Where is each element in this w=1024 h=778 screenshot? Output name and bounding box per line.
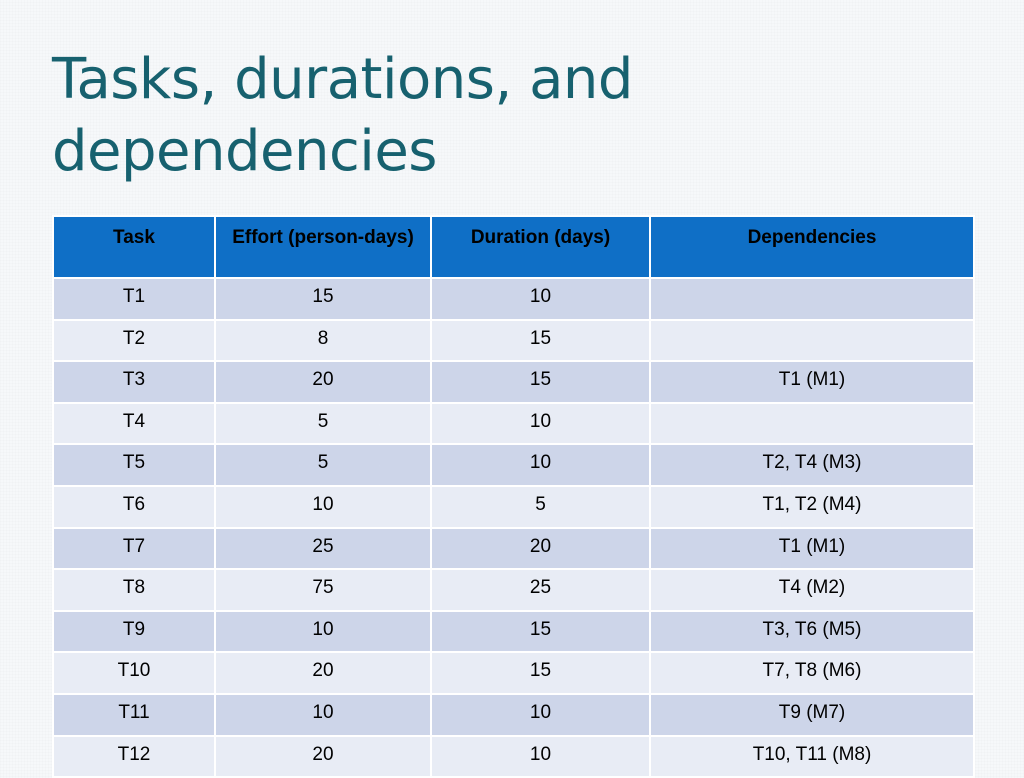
- dependencies-cell: T1 (M1): [649, 360, 975, 404]
- effort-cell: 20: [214, 651, 432, 695]
- header-dependencies: Dependencies: [649, 215, 975, 279]
- task-cell: T6: [52, 484, 216, 529]
- effort-cell: 5: [214, 443, 432, 487]
- dependencies-cell: T7, T8 (M6): [649, 651, 975, 695]
- duration-cell: 5: [430, 484, 651, 529]
- duration-cell: 15: [430, 318, 651, 363]
- task-cell: T12: [52, 734, 216, 778]
- duration-cell: 20: [430, 526, 651, 571]
- task-table: Task Effort (person-days) Duration (days…: [52, 215, 975, 778]
- duration-cell: 25: [430, 568, 651, 612]
- task-cell: T8: [52, 568, 216, 612]
- task-cell: T10: [52, 651, 216, 695]
- dependencies-cell: T3, T6 (M5): [649, 609, 975, 654]
- table-row: T3 20 15 T1 (M1): [52, 360, 975, 404]
- effort-cell: 20: [214, 734, 432, 778]
- duration-cell: 10: [430, 401, 651, 446]
- effort-cell: 25: [214, 526, 432, 571]
- task-cell: T3: [52, 360, 216, 404]
- dependencies-cell: T4 (M2): [649, 568, 975, 612]
- table-row: T6 10 5 T1, T2 (M4): [52, 484, 975, 529]
- dependencies-cell: T2, T4 (M3): [649, 443, 975, 487]
- duration-cell: 15: [430, 609, 651, 654]
- header-task: Task: [52, 215, 216, 279]
- header-duration: Duration (days): [430, 215, 651, 279]
- task-cell: T1: [52, 277, 216, 321]
- task-cell: T7: [52, 526, 216, 571]
- effort-cell: 75: [214, 568, 432, 612]
- duration-cell: 10: [430, 443, 651, 487]
- table-row: T5 5 10 T2, T4 (M3): [52, 443, 975, 487]
- table-row: T7 25 20 T1 (M1): [52, 526, 975, 571]
- table-row: T1 15 10: [52, 277, 975, 321]
- duration-cell: 10: [430, 734, 651, 778]
- duration-cell: 10: [430, 277, 651, 321]
- duration-cell: 15: [430, 651, 651, 695]
- effort-cell: 15: [214, 277, 432, 321]
- table-row: T11 10 10 T9 (M7): [52, 692, 975, 737]
- table-row: T2 8 15: [52, 318, 975, 363]
- dependencies-cell: T10, T11 (M8): [649, 734, 975, 778]
- dependencies-cell: T9 (M7): [649, 692, 975, 737]
- task-cell: T5: [52, 443, 216, 487]
- slide-title: Tasks, durations, and dependencies: [52, 47, 633, 184]
- effort-cell: 8: [214, 318, 432, 363]
- effort-cell: 10: [214, 692, 432, 737]
- duration-cell: 15: [430, 360, 651, 404]
- table-row: T8 75 25 T4 (M2): [52, 568, 975, 612]
- header-effort: Effort (person-days): [214, 215, 432, 279]
- effort-cell: 10: [214, 609, 432, 654]
- task-cell: T11: [52, 692, 216, 737]
- table-header-row: Task Effort (person-days) Duration (days…: [52, 215, 975, 279]
- task-cell: T2: [52, 318, 216, 363]
- effort-cell: 5: [214, 401, 432, 446]
- table-row: T4 5 10: [52, 401, 975, 446]
- table-row: T12 20 10 T10, T11 (M8): [52, 734, 975, 778]
- dependencies-cell: [649, 277, 975, 321]
- dependencies-cell: [649, 318, 975, 363]
- effort-cell: 20: [214, 360, 432, 404]
- dependencies-cell: T1, T2 (M4): [649, 484, 975, 529]
- task-cell: T4: [52, 401, 216, 446]
- table-row: T9 10 15 T3, T6 (M5): [52, 609, 975, 654]
- duration-cell: 10: [430, 692, 651, 737]
- table-row: T10 20 15 T7, T8 (M6): [52, 651, 975, 695]
- task-cell: T9: [52, 609, 216, 654]
- effort-cell: 10: [214, 484, 432, 529]
- dependencies-cell: T1 (M1): [649, 526, 975, 571]
- dependencies-cell: [649, 401, 975, 446]
